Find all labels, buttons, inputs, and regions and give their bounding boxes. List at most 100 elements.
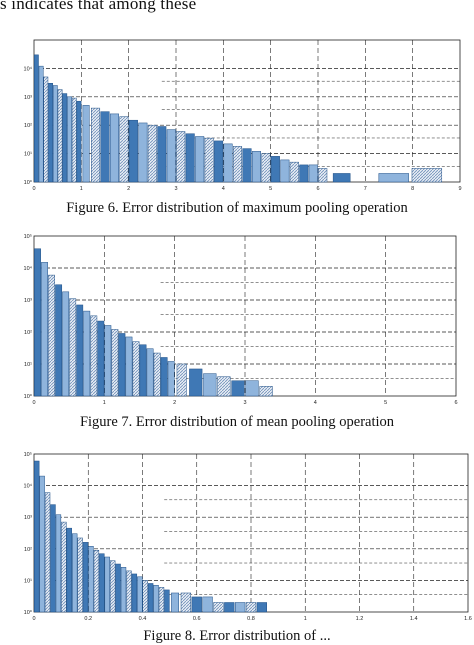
histogram-bar [48,82,53,183]
histogram-bar [109,560,116,613]
y-tick-label: 10⁰ [24,609,33,616]
chart-mean-pooling: 0 1 2 3 4 5 6 10⁰ 10¹ 10² 10³ 10⁴ 10⁵ [24,233,458,406]
histogram-bar [62,93,68,183]
histogram-bar [77,537,83,613]
x-tick-label: 2 [127,186,130,192]
histogram-bar [158,587,165,613]
histogram-bar [115,563,121,613]
x-tick-label: 1.6 [464,616,472,622]
histogram-bar [109,113,119,183]
histogram-bar [61,521,67,613]
histogram-bar [33,54,39,183]
body-text-fragment: s indicates that among these [0,0,197,13]
histogram-bar [111,329,119,397]
histogram-bar [171,592,179,613]
y-tick-label: 10⁰ [24,393,33,400]
histogram-bar [289,161,299,183]
histogram-bar [142,580,148,613]
plot-frame [33,453,469,613]
histogram-bar [202,596,213,613]
histogram-bar [259,386,273,397]
histogram-bar [191,596,202,613]
histogram-bar [195,136,205,183]
histogram-bar [164,589,170,613]
histogram-bar [82,542,89,613]
x-tick-label: 8 [411,186,414,192]
histogram-bar [91,107,101,183]
y-tick-label: 10³ [24,515,32,521]
chart-figure-8: 0 0.2 0.4 0.6 0.8 1 1.2 1.4 1.6 10⁰ 10¹ 10² 10³ 10⁴ 10… [24,451,472,622]
histogram-bar [146,348,154,397]
histogram-bar [233,146,243,183]
histogram-bar [157,126,167,183]
histogram-bar [332,173,351,183]
histogram-bar [378,173,409,183]
y-tick-label: 10⁴ [24,265,33,272]
histogram-bar [256,602,267,613]
histogram-bar [69,298,77,397]
histogram-bar [204,137,214,183]
histogram-bar [138,122,148,183]
histogram-bar [242,148,252,183]
x-tick-label: 0 [32,186,35,192]
histogram-bar [88,546,94,613]
histogram-bar [34,460,40,613]
histogram-bar [126,570,132,613]
histogram-bar [299,164,309,183]
y-tick-label: 10² [24,330,32,336]
histogram-bar [176,131,186,183]
histogram-bar [245,602,257,613]
histogram-bar [104,325,112,397]
histogram-bar [166,129,176,183]
histogram-bar [139,344,147,397]
histogram-bar [224,602,235,613]
y-tick-label: 10⁴ [24,65,33,72]
histogram-bar [251,151,261,183]
histogram-bar [318,168,328,183]
x-tick-label: 3 [243,400,246,406]
histogram-bar [48,274,55,397]
histogram-bar [62,291,70,397]
histogram-bar [203,373,217,397]
histogram-bar [90,315,98,397]
y-tick-label: 10³ [24,95,32,101]
histogram-bar [55,514,62,613]
y-tick-label: 10² [24,123,32,129]
histogram-bar [71,533,78,613]
y-tick-label: 10³ [24,298,32,304]
histogram-bar [57,89,63,183]
histogram-bar [52,85,58,183]
histogram-bar [308,164,318,183]
histogram-bar [119,116,129,183]
chart-max-pooling: 0 1 2 3 4 5 6 7 8 9 10⁰ 10¹ 10² 10³ 10⁴ [24,39,462,192]
histogram-bar [34,248,41,397]
histogram-bar [71,97,77,183]
x-tick-label: 0 [32,616,35,622]
histogram-bar [411,168,443,183]
y-tick-label: 10¹ [24,152,32,158]
histogram-bar [280,159,290,183]
histogram-bar [167,361,175,397]
histogram-bar [137,576,143,613]
histogram-bar [76,304,84,397]
x-tick-label: 2 [173,400,176,406]
x-tick-label: 0.2 [84,616,92,622]
y-tick-label: 10² [24,547,32,553]
x-tick-label: 0.4 [139,616,147,622]
x-tick-label: 5 [269,186,272,192]
x-tick-label: 6 [454,400,457,406]
histogram-bar [235,602,246,613]
x-tick-label: 4 [314,400,317,406]
histogram-bar [245,380,259,397]
histogram-bar [189,368,203,397]
histogram-bar [82,105,90,183]
histogram-bar [223,143,233,183]
histogram-bar [153,352,161,397]
x-tick-label: 0.6 [193,616,201,622]
x-tick-label: 6 [316,186,319,192]
histogram-bar [160,357,168,397]
histogram-bar [131,573,138,613]
histogram-bar [185,133,195,183]
histogram-bar [76,100,82,183]
histogram-bar [93,549,100,613]
